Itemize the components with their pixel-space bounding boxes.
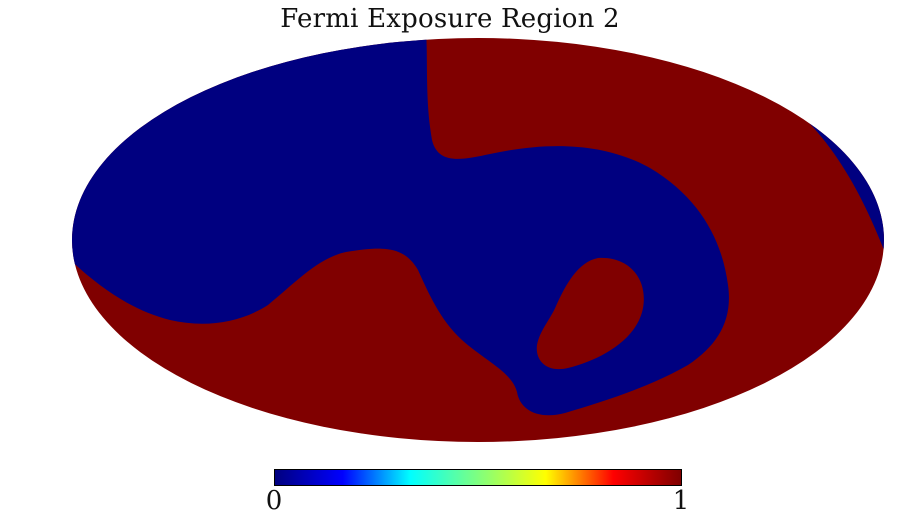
map-title: Fermi Exposure Region 2 bbox=[280, 4, 620, 34]
exposure-region-value-1-island bbox=[536, 257, 644, 370]
colorbar bbox=[274, 469, 682, 486]
colorbar-max-label: 1 bbox=[672, 486, 690, 516]
colorbar-min-label: 0 bbox=[265, 486, 283, 516]
